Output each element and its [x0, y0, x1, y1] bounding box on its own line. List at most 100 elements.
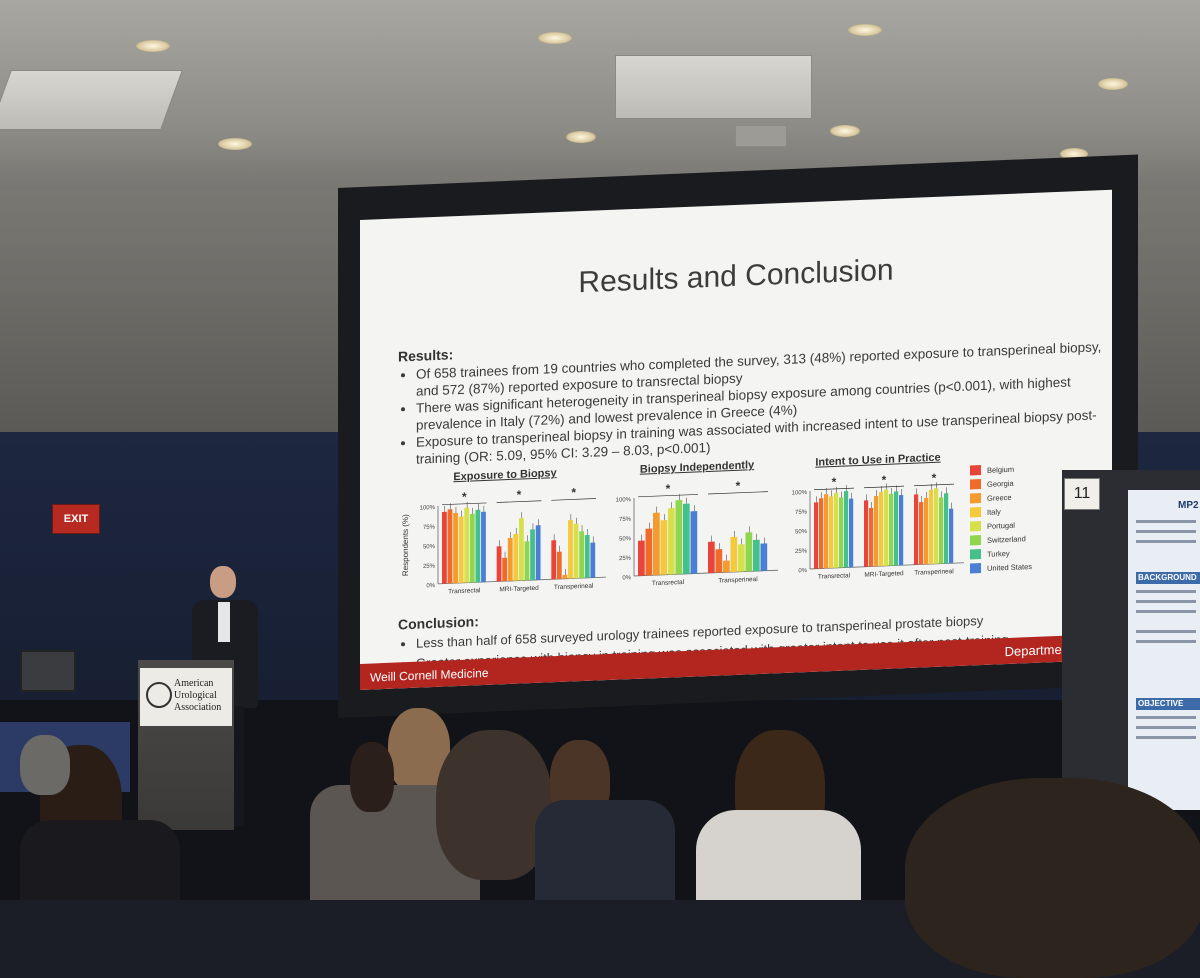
ceiling-light: [566, 131, 596, 143]
ceiling-light: [848, 24, 882, 36]
bar: [568, 519, 573, 579]
bar: [814, 502, 819, 569]
y-tick-label: 75%: [619, 517, 632, 524]
significance-star: *: [666, 482, 671, 496]
sign-line: Association: [174, 702, 222, 713]
bar: [535, 525, 541, 580]
results-heading: Results:: [398, 346, 454, 365]
y-tick-label: 0%: [798, 568, 807, 574]
x-tick-label: Transrectal: [448, 587, 481, 595]
poster-text-line: [1136, 640, 1196, 643]
bar: [949, 508, 954, 564]
bar: [894, 491, 899, 566]
bar-chart: 100% 75% 50% 25% 0% * Transrectal * Transperinea…: [616, 479, 778, 587]
significance-bracket: [442, 502, 487, 506]
y-tick-label: 75%: [795, 510, 808, 517]
legend-swatch: [970, 549, 981, 560]
podium-sign: American Urological Association: [140, 668, 232, 726]
bar: [889, 493, 894, 566]
legend-label: Belgium: [987, 464, 1015, 475]
bar: [899, 494, 904, 566]
figure-exposure-to-biopsy: Exposure to Biopsy Respondents (%) 100% 75…: [400, 465, 610, 615]
figure-intent-to-use: Intent to Use in Practice 100% 75% 50% 25% 0…: [788, 451, 968, 600]
bar-chart: 100% 75% 50% 25% 0% * Transrectal * MRI-Targeted…: [792, 471, 964, 581]
projection-slide: Results and Conclusion Results: Of 658 t…: [360, 189, 1112, 690]
bar: [919, 501, 924, 565]
x-tick-label: MRI-Targeted: [864, 570, 904, 579]
bar: [708, 541, 715, 574]
confidence-monitor: [20, 650, 76, 692]
aua-seal-icon: [146, 682, 172, 708]
legend-item: United States: [970, 559, 1032, 575]
ceiling-light: [830, 125, 860, 137]
bar: [829, 496, 834, 569]
bar: [884, 489, 889, 566]
bar-chart: Respondents (%) 100% 75% 50% 25% 0% * Transrect…: [401, 485, 606, 595]
ceiling-light: [136, 40, 170, 52]
ceiling-light-panel: [615, 55, 812, 119]
y-tick-label: 0%: [426, 583, 435, 589]
legend-swatch: [970, 493, 981, 504]
bar: [929, 489, 934, 565]
significance-star: *: [932, 471, 937, 485]
bar: [496, 546, 502, 582]
bar: [834, 492, 839, 568]
footer-institution: Weill Cornell Medicine: [370, 665, 489, 685]
bar: [447, 509, 453, 584]
significance-star: *: [571, 485, 576, 499]
legend-swatch: [970, 507, 981, 518]
conclusion-heading: Conclusion:: [398, 613, 479, 633]
bar: [519, 518, 524, 581]
audience-head: [436, 730, 552, 880]
significance-bracket: [708, 491, 768, 495]
significance-bracket: [914, 483, 954, 487]
x-tick-label: Transperineal: [554, 583, 594, 592]
bar: [738, 544, 745, 572]
bar: [442, 511, 447, 584]
bar: [874, 495, 879, 567]
bar: [914, 494, 919, 565]
bar: [723, 560, 730, 573]
bar: [584, 534, 590, 578]
bar: [453, 512, 458, 584]
bar: [730, 536, 738, 573]
bar: [683, 503, 690, 575]
bar: [481, 511, 486, 583]
legend-label: Switzerland: [987, 533, 1026, 545]
ceiling-vent: [735, 125, 787, 147]
y-tick-label: 100%: [792, 490, 808, 497]
legend-swatch: [970, 465, 981, 476]
x-tick-label: Transrectal: [652, 579, 685, 587]
significance-bracket: [496, 500, 542, 503]
significance-bracket: [638, 494, 698, 498]
y-tick-label: 75%: [423, 524, 436, 531]
bar: [551, 540, 557, 580]
poster-text-line: [1136, 590, 1196, 593]
significance-star: *: [832, 475, 837, 489]
significance-bracket: [814, 487, 854, 491]
audience-head: [905, 778, 1200, 978]
poster-text-line: [1136, 600, 1196, 603]
significance-star: *: [882, 473, 887, 487]
significance-star: *: [462, 490, 467, 504]
bar: [524, 541, 530, 581]
poster-text-line: [1136, 520, 1196, 523]
bar: [660, 520, 668, 575]
bar: [502, 557, 508, 582]
sign-line: American: [174, 678, 214, 689]
bar: [934, 488, 939, 564]
y-tick-label: 50%: [619, 536, 632, 543]
slide-title: Results and Conclusion: [578, 253, 894, 300]
bar: [924, 497, 929, 565]
bar: [653, 512, 660, 576]
significance-star: *: [517, 488, 522, 502]
legend-label: Turkey: [987, 548, 1010, 559]
poster-text-line: [1136, 716, 1196, 719]
bar: [475, 509, 481, 583]
bar: [507, 537, 513, 582]
poster-text-line: [1136, 736, 1196, 739]
results-list: Of 658 trainees from 19 countries who co…: [398, 338, 1112, 469]
y-tick-label: 50%: [795, 529, 808, 536]
legend-label: Greece: [987, 492, 1012, 503]
bar: [760, 543, 768, 571]
